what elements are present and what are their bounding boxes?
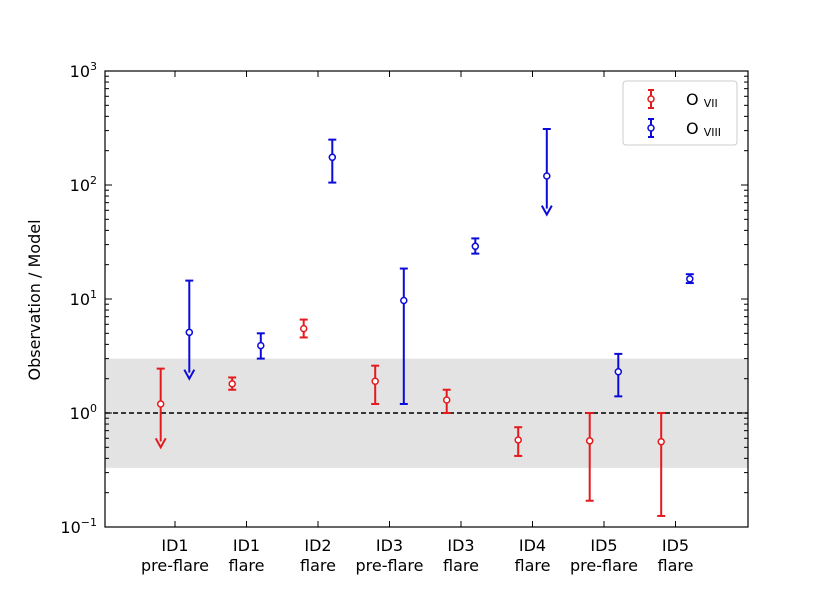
- upper-limit-arrowhead: [154, 437, 167, 450]
- y-axis-label: Observation / Model: [25, 219, 44, 380]
- y-tick-label: 102: [70, 174, 97, 195]
- data-point: [328, 153, 337, 162]
- data-point: [299, 324, 308, 333]
- x-tick-label: flare: [443, 556, 479, 575]
- data-point: [371, 377, 379, 385]
- legend: O VII O VIII: [622, 80, 738, 146]
- legend-marker-point: [647, 124, 655, 132]
- data-point: [257, 341, 265, 350]
- x-tick-label: pre-flare: [570, 556, 638, 575]
- x-tick-label: flare: [229, 556, 265, 575]
- y-tick-label: 101: [70, 288, 97, 309]
- data-point: [185, 328, 194, 337]
- data-point: [657, 437, 665, 446]
- plot-area: [105, 127, 748, 517]
- legend-label: O VII: [686, 90, 718, 110]
- x-tick-label: ID5: [662, 536, 689, 555]
- y-tick-label: 10−1: [60, 516, 97, 537]
- series-viii: [183, 127, 694, 405]
- x-tick-label: ID4: [519, 536, 546, 555]
- x-tick-label: ID1: [233, 536, 260, 555]
- x-tick-label: ID1: [161, 536, 188, 555]
- x-tick-label: ID3: [447, 536, 474, 555]
- data-point: [228, 380, 236, 388]
- data-point: [400, 296, 408, 305]
- upper-limit-arrowhead: [183, 369, 196, 381]
- data-point: [543, 172, 551, 180]
- data-point: [471, 242, 480, 251]
- data-point: [442, 396, 451, 404]
- y-tick-label: 100: [70, 402, 97, 423]
- x-tick-label: flare: [515, 556, 551, 575]
- data-point: [686, 275, 694, 283]
- data-point: [156, 400, 165, 408]
- legend-label: O VIII: [686, 119, 721, 139]
- axes: 10−1100101102103ID1pre-flareID1flareID2f…: [60, 60, 749, 575]
- x-tick-label: ID3: [376, 536, 403, 555]
- y-tick-label: 103: [70, 60, 97, 81]
- data-point: [585, 437, 594, 445]
- x-tick-label: pre-flare: [141, 556, 209, 575]
- x-tick-label: flare: [300, 556, 336, 575]
- x-tick-label: flare: [658, 556, 694, 575]
- data-point: [614, 368, 623, 376]
- upper-limit-arrowhead: [540, 205, 553, 217]
- x-tick-label: ID5: [590, 536, 617, 555]
- series-vii: [154, 318, 666, 517]
- legend-marker-point: [647, 95, 655, 103]
- x-tick-label: ID2: [304, 536, 331, 555]
- data-point: [514, 436, 522, 444]
- x-tick-label: pre-flare: [356, 556, 424, 575]
